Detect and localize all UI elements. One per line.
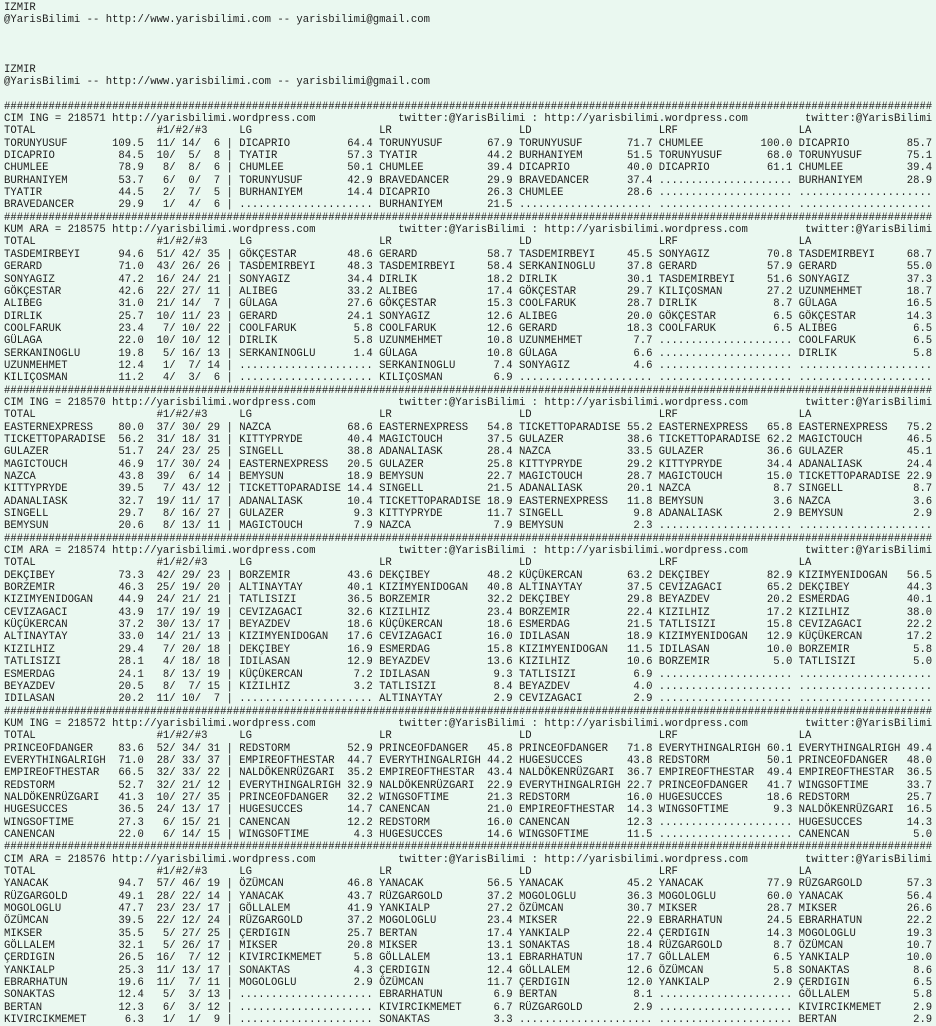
- stat-row: KIZILHIZ 29.4 7/ 20/ 18 | DEKÇIBEY 16.9 …: [4, 643, 933, 656]
- stat-row: TYATIR 44.5 2/ 7/ 5 | BURHANIYEM 14.4 DI…: [4, 187, 933, 200]
- separator-line: ########################################…: [4, 705, 933, 718]
- stat-row: BRAVEDANCER 29.9 1/ 4/ 6 | .............…: [4, 199, 933, 212]
- race-sections: ########################################…: [4, 101, 936, 1026]
- column-header-line: TOTAL #1/#2/#3 LG LR LD LRF LA: [4, 866, 933, 878]
- stat-row: WINGSOFTIME 27.3 6/ 15/ 21 | CANENCAN 12…: [4, 816, 933, 829]
- stat-row: RÜZGARGOLD 49.1 28/ 22/ 14 | YANACAK 43.…: [4, 890, 933, 903]
- stat-row: GÖLLALEM 32.1 5/ 26/ 17 | MIKSER 20.8 MI…: [4, 940, 933, 953]
- stat-row: PRINCEOFDANGER 83.6 52/ 34/ 31 | REDSTOR…: [4, 742, 933, 755]
- section-title-218570: CIM ING = 218570 http://yarisbilimi.word…: [4, 396, 933, 409]
- stat-row: ESMERDAG 24.1 8/ 13/ 19 | KÜÇÜKERCAN 7.2…: [4, 668, 933, 681]
- stat-row: CANENCAN 22.0 6/ 14/ 15 | WINGSOFTIME 4.…: [4, 828, 933, 841]
- stat-row: KIVIRCIKMEMET 6.3 1/ 1/ 9 | ............…: [4, 1014, 933, 1026]
- city-line: IZMIR: [4, 63, 36, 76]
- stat-row: DEKÇIBEY 73.3 42/ 29/ 23 | BORZEMIR 43.6…: [4, 569, 933, 582]
- blank-line: [4, 51, 936, 63]
- stat-row: DIRLIK 25.7 10/ 11/ 23 | GERARD 24.1 SON…: [4, 310, 933, 323]
- stat-row: NALDÖKENRÜZGARI 41.3 10/ 27/ 35 | PRINCE…: [4, 791, 933, 804]
- stat-row: CHUMLEE 78.9 8/ 8/ 6 | CHUMLEE 50.1 CHUM…: [4, 162, 933, 175]
- stat-row: TATLISIZI 28.1 4/ 18/ 18 | IDILASAN 12.9…: [4, 656, 933, 669]
- stat-row: YANKIALP 25.3 11/ 13/ 17 | SONAKTAS 4.3 …: [4, 964, 933, 977]
- section-title-218576: CIM ARA = 218576 http://yarisbilimi.word…: [4, 853, 933, 866]
- stat-row: KIZIMYENIDOGAN 44.9 24/ 21/ 21 | TATLISI…: [4, 594, 933, 607]
- section-title-218572: KUM ING = 218572 http://yarisbilimi.word…: [4, 717, 933, 730]
- stat-row: TICKETTOPARADISE 56.2 31/ 18/ 31 | KITTY…: [4, 433, 933, 446]
- section-title-218571: CIM ING = 218571 http://yarisbilimi.word…: [4, 113, 933, 126]
- blank-line: [4, 27, 936, 39]
- column-header-line: TOTAL #1/#2/#3 LG LR LD LRF LA: [4, 557, 933, 570]
- racing-stats-report: IZMIR @YarisBilimi -- http://www.yarisbil…: [4, 2, 936, 1026]
- stat-row: SONYAGIZ 47.2 16/ 24/ 21 | SONYAGIZ 34.4…: [4, 273, 933, 286]
- column-header-line: TOTAL #1/#2/#3 LG LR LD LRF LA: [4, 125, 933, 138]
- separator-line: ########################################…: [4, 211, 933, 224]
- stat-row: GERARD 71.0 43/ 26/ 26 | TASDEMIRBEYI 48…: [4, 261, 933, 274]
- stat-row: SONAKTAS 12.4 5/ 3/ 13 | ...............…: [4, 989, 933, 1002]
- stat-row: BURHANIYEM 53.7 6/ 0/ 7 | TORUNYUSUF 42.…: [4, 174, 933, 187]
- stat-row: KÜÇÜKERCAN 37.2 30/ 13/ 17 | BEYAZDEV 18…: [4, 619, 933, 632]
- stat-row: BEYAZDEV 20.5 8/ 7/ 15 | KIZILHIZ 3.2 TA…: [4, 680, 933, 693]
- section-title-218574: CIM ARA = 218574 http://yarisbilimi.word…: [4, 545, 933, 558]
- stat-row: CEVIZAGACI 43.9 17/ 19/ 19 | CEVIZAGACI …: [4, 606, 933, 619]
- blank-line: [4, 39, 936, 51]
- stat-row: ÇERDIGIN 26.5 16/ 7/ 12 | KIVIRCIKMEMET …: [4, 952, 933, 965]
- stat-row: SERKANINOGLU 19.8 5/ 16/ 13 | SERKANINOG…: [4, 347, 933, 360]
- stat-row: ALIBEG 31.0 21/ 14/ 7 | GÜLAGA 27.6 GÖKÇ…: [4, 298, 933, 311]
- stat-row: UZUNMEHMET 12.4 1/ 7/ 14 | .............…: [4, 359, 933, 372]
- masthead-block: IZMIR @YarisBilimi -- http://www.yarisbil…: [4, 2, 936, 64]
- stat-row: GÖKÇESTAR 42.6 22/ 27/ 11 | ALIBEG 33.2 …: [4, 285, 933, 298]
- stat-row: GULAZER 51.7 24/ 23/ 25 | SINGELL 38.8 A…: [4, 446, 933, 459]
- separator-line: ########################################…: [4, 384, 933, 397]
- stat-row: REDSTORM 52.7 32/ 21/ 12 | EVERYTHINGALR…: [4, 779, 933, 792]
- stat-row: EASTERNEXPRESS 80.0 37/ 30/ 29 | NAZCA 6…: [4, 421, 933, 434]
- stat-row: ADANALIASK 32.7 19/ 11/ 17 | ADANALIASK …: [4, 495, 933, 508]
- stat-row: ÖZÜMCAN 39.5 22/ 12/ 24 | RÜZGARGOLD 37.…: [4, 915, 933, 928]
- stat-row: EMPIREOFTHESTAR 66.5 32/ 33/ 22 | NALDÖK…: [4, 767, 933, 780]
- separator-line: ########################################…: [4, 100, 933, 113]
- stat-row: TASDEMIRBEYI 94.6 51/ 42/ 35 | GÖKÇESTAR…: [4, 248, 933, 261]
- city-line: IZMIR: [4, 2, 36, 14]
- stat-row: MOGOLOGLU 47.7 23/ 23/ 17 | GÖLLALEM 41.…: [4, 903, 933, 916]
- stat-row: NAZCA 43.8 39/ 6/ 14 | BEMYSUN 18.9 BEMY…: [4, 471, 933, 483]
- masthead-block: IZMIR @YarisBilimi -- http://www.yarisbil…: [4, 64, 936, 101]
- stat-row: KILIÇOSMAN 11.2 4/ 3/ 6 | ..............…: [4, 372, 933, 385]
- contact-line: @YarisBilimi -- http://www.yarisbilimi.c…: [4, 14, 430, 27]
- stat-row: TORUNYUSUF 109.5 11/ 14/ 6 | DICAPRIO 64…: [4, 137, 933, 150]
- stat-row: BERTAN 12.3 6/ 3/ 12 | .................…: [4, 1001, 933, 1014]
- separator-line: ########################################…: [4, 532, 933, 545]
- separator-line: ########################################…: [4, 841, 933, 854]
- stat-row: IDILASAN 20.2 11/ 10/ 7 | ..............…: [4, 693, 933, 706]
- blank-line: [4, 88, 936, 100]
- section-title-218575: KUM ARA = 218575 http://yarisbilimi.word…: [4, 224, 933, 237]
- stat-row: ALTINAYTAY 33.0 14/ 21/ 13 | KIZIMYENIDO…: [4, 631, 933, 644]
- stat-row: HUGESUCCES 36.5 24/ 13/ 17 | HUGESUCCES …: [4, 804, 933, 817]
- stat-row: COOLFARUK 23.4 7/ 10/ 22 | COOLFARUK 5.8…: [4, 322, 933, 335]
- column-header-line: TOTAL #1/#2/#3 LG LR LD LRF LA: [4, 730, 933, 743]
- stat-row: GÜLAGA 22.0 10/ 10/ 12 | DIRLIK 5.8 UZUN…: [4, 335, 933, 348]
- stat-row: SINGELL 29.7 8/ 16/ 27 | GULAZER 9.3 KIT…: [4, 508, 933, 521]
- stat-row: MIKSER 35.5 5/ 27/ 25 | ÇERDIGIN 25.7 BE…: [4, 927, 933, 940]
- stat-row: DICAPRIO 84.5 10/ 5/ 8 | TYATIR 57.3 TYA…: [4, 150, 933, 163]
- stat-row: YANACAK 94.7 57/ 46/ 19 | ÖZÜMCAN 46.8 Y…: [4, 878, 933, 891]
- stat-row: KITTYPRYDE 39.5 7/ 43/ 12 | TICKETTOPARA…: [4, 483, 933, 496]
- stat-row: EVERYTHINGALRIGH 71.0 28/ 33/ 37 | EMPIR…: [4, 754, 933, 767]
- column-header-line: TOTAL #1/#2/#3 LG LR LD LRF LA: [4, 236, 933, 249]
- column-header-line: TOTAL #1/#2/#3 LG LR LD LRF LA: [4, 409, 933, 422]
- stat-row: MAGICTOUCH 46.9 17/ 30/ 24 | EASTERNEXPR…: [4, 458, 933, 471]
- contact-line: @YarisBilimi -- http://www.yarisbilimi.c…: [4, 76, 430, 89]
- stat-row: EBRARHATUN 19.6 11/ 7/ 11 | MOGOLOGLU 2.…: [4, 977, 933, 990]
- stat-row: BEMYSUN 20.6 8/ 13/ 11 | MAGICTOUCH 7.9 …: [4, 520, 933, 533]
- stat-row: BORZEMIR 46.3 25/ 19/ 20 | ALTINAYTAY 40…: [4, 582, 933, 595]
